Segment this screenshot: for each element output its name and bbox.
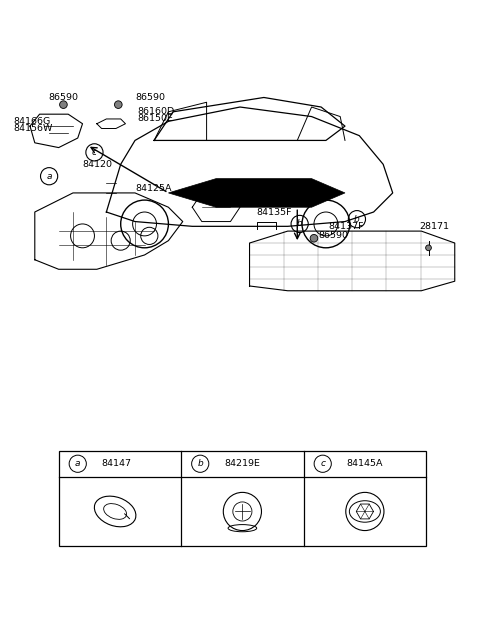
Bar (59, 451, 426, 546)
Circle shape (426, 245, 432, 250)
Text: 84145A: 84145A (347, 459, 383, 469)
Text: b: b (197, 459, 203, 469)
Text: 86160D: 86160D (137, 107, 175, 116)
Text: 84219E: 84219E (224, 459, 260, 469)
Text: 84156W: 84156W (13, 124, 53, 133)
Text: 28171: 28171 (419, 222, 449, 231)
Text: 86590: 86590 (135, 93, 165, 102)
Text: 84250D: 84250D (204, 184, 241, 193)
Circle shape (115, 101, 122, 108)
Text: 84125A: 84125A (135, 184, 171, 193)
Text: 84135F: 84135F (257, 207, 292, 217)
Text: a: a (47, 172, 52, 181)
Text: 86590: 86590 (48, 93, 78, 102)
Text: 84147: 84147 (102, 459, 132, 469)
Circle shape (60, 101, 67, 108)
Text: a: a (75, 459, 81, 469)
Text: 84137F: 84137F (328, 222, 364, 231)
Text: b: b (297, 219, 302, 228)
Polygon shape (168, 179, 345, 207)
Circle shape (310, 235, 318, 242)
Text: 86590: 86590 (319, 231, 349, 240)
Text: c: c (320, 459, 325, 469)
Text: c: c (92, 148, 97, 157)
Text: 84120: 84120 (83, 160, 112, 169)
Text: 86150E: 86150E (137, 115, 173, 124)
Text: b: b (354, 215, 360, 224)
Text: 84166G: 84166G (13, 117, 50, 126)
